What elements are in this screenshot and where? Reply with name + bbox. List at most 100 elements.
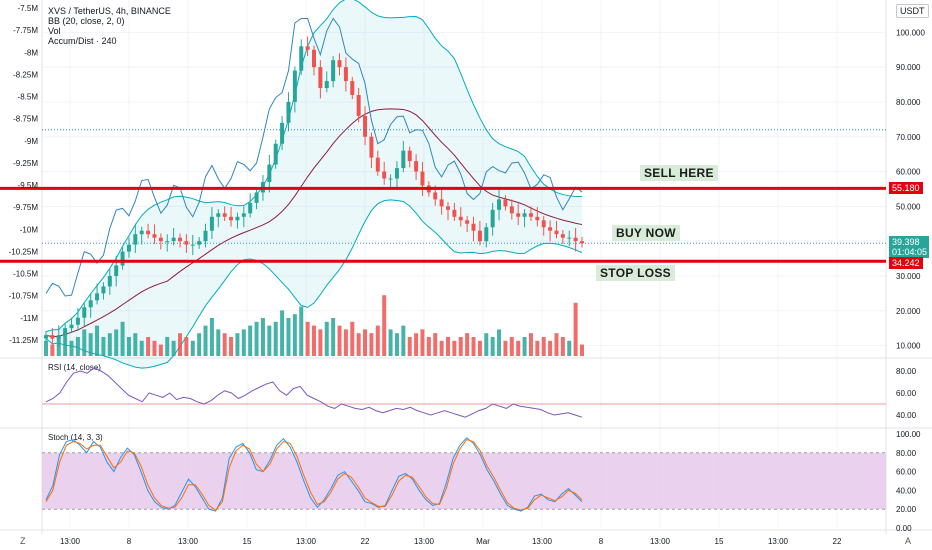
volume-bar xyxy=(190,340,195,356)
candle-body xyxy=(471,223,476,231)
y-left-tick-label: -10M xyxy=(20,225,39,234)
currency-button[interactable]: USDT xyxy=(896,4,929,18)
candle-body xyxy=(146,230,151,235)
volume-bar xyxy=(203,325,208,356)
volume-bar xyxy=(356,333,361,356)
candle-body xyxy=(439,199,444,207)
y-left-tick-label: -9.25M xyxy=(13,159,38,168)
volume-bar xyxy=(375,325,380,356)
volume-bar xyxy=(152,340,157,356)
volume-bar xyxy=(44,340,48,356)
candle-body xyxy=(382,171,387,179)
y-right-tick-label: 60.000 xyxy=(896,168,921,177)
x-tick-label: 8 xyxy=(127,537,132,546)
candle-body xyxy=(197,241,202,245)
stoch-tick-label: 0.00 xyxy=(896,524,912,533)
y-left-tick-label: -9M xyxy=(24,137,38,146)
stoch-pane: Stoch (14, 3, 3) 100.00 80.00 60.00 40.00 20.… xyxy=(42,430,921,533)
candle-body xyxy=(452,209,457,217)
candle-body xyxy=(95,293,100,301)
bb-fill xyxy=(46,0,582,369)
pane-borders xyxy=(0,0,932,534)
volume-bar xyxy=(146,337,151,356)
candle-body xyxy=(171,237,176,242)
candle-body xyxy=(363,115,368,137)
candle-body xyxy=(401,150,406,169)
candle-body xyxy=(139,230,144,235)
rsi-line xyxy=(45,367,583,418)
sell-level-badge: 55.180 xyxy=(889,182,923,194)
candle-body xyxy=(554,230,559,235)
candle-body xyxy=(528,213,533,217)
volume-bar xyxy=(165,337,170,356)
current-price-badge: 39.398 01:04:05 xyxy=(889,236,929,258)
candle-body xyxy=(267,164,272,182)
candle-body xyxy=(324,81,329,89)
candle-body xyxy=(120,251,125,266)
volume-bars xyxy=(44,295,584,356)
volume-bar xyxy=(267,325,272,356)
volume-bar xyxy=(350,321,355,356)
volume-bar xyxy=(554,333,559,356)
candle-body xyxy=(509,206,514,214)
candle-body xyxy=(560,234,565,238)
horizontal-levels[interactable] xyxy=(0,129,886,263)
rsi-tick-label: 80.00 xyxy=(896,367,917,376)
stoch-tick-label: 40.00 xyxy=(896,486,917,495)
y-right-tick-label: 30.000 xyxy=(896,272,921,281)
volume-bar xyxy=(439,340,444,356)
volume-bar xyxy=(286,318,291,356)
volume-bar xyxy=(516,340,521,356)
volume-bar xyxy=(82,329,87,356)
candle-body xyxy=(337,60,342,68)
volume-bar xyxy=(133,333,138,356)
volume-bar xyxy=(484,333,489,356)
y-left-tick-label: -11.25M xyxy=(9,336,38,345)
current-price-value: 39.398 xyxy=(892,237,920,247)
candle-body xyxy=(114,265,119,276)
y-left-tick-label: -10.25M xyxy=(9,247,39,256)
auto-scale-button[interactable]: A xyxy=(905,536,912,546)
volume-bar xyxy=(241,329,246,356)
candle-body xyxy=(522,213,527,217)
candle-body xyxy=(388,178,393,180)
volume-bar xyxy=(567,340,572,356)
candle-body xyxy=(318,67,323,89)
candle-body xyxy=(292,70,297,102)
volume-bar xyxy=(184,337,189,356)
candle-body xyxy=(490,209,495,228)
volume-bar xyxy=(158,344,163,356)
y-left-tick-label: -8.5M xyxy=(18,93,39,102)
candle-body xyxy=(82,307,87,318)
volume-bar xyxy=(580,344,584,356)
volume-bar xyxy=(126,337,131,356)
stoch-tick-label: 20.00 xyxy=(896,505,917,514)
volume-bar xyxy=(178,333,182,356)
volume-bar xyxy=(503,340,508,356)
volume-bar xyxy=(369,333,374,356)
y-right-tick-label: 70.000 xyxy=(896,133,921,142)
volume-bar xyxy=(88,333,93,356)
volume-bar xyxy=(171,340,176,356)
volume-bar xyxy=(229,337,234,356)
candle-body xyxy=(394,168,399,179)
volume-bar xyxy=(560,337,565,356)
volume-bar xyxy=(324,321,329,356)
candle-body xyxy=(299,46,304,71)
candle-body xyxy=(280,122,285,144)
axis-labels: 13:00 8 13:00 15 13:00 22 13:00 Mar 13:00 8 13:00 1… xyxy=(9,4,926,546)
x-tick-label: 13:00 xyxy=(60,537,81,546)
volume-bar xyxy=(273,321,278,356)
volume-bar xyxy=(235,333,240,356)
candle-body xyxy=(222,213,227,217)
log-scale-button[interactable]: Z xyxy=(20,536,26,546)
candle-body xyxy=(305,46,310,50)
volume-bar xyxy=(343,329,348,356)
candle-body xyxy=(414,161,419,172)
volume-bar xyxy=(363,329,368,356)
y-left-tick-label: -10.5M xyxy=(13,270,38,279)
candle-body xyxy=(229,216,234,221)
volume-bar xyxy=(260,318,265,356)
stoch-legend: Stoch (14, 3, 3) xyxy=(48,433,103,442)
